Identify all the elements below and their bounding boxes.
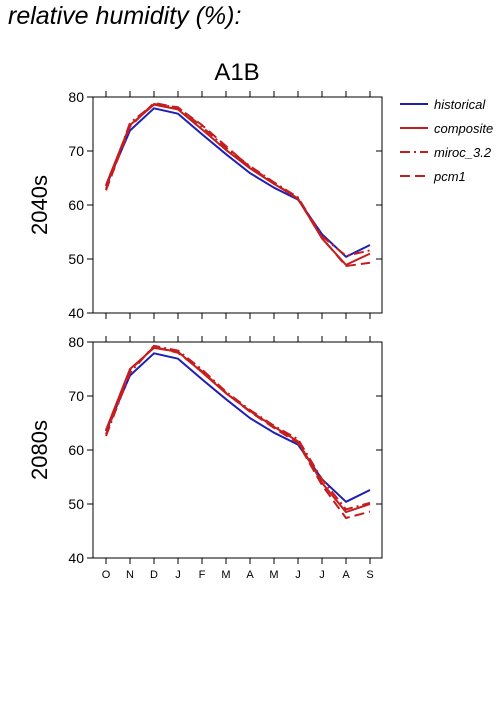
x-tick-label: J bbox=[295, 569, 301, 581]
y-tick-label: 60 bbox=[68, 197, 84, 213]
y-tick-label: 70 bbox=[68, 388, 84, 404]
series-line-pcm1 bbox=[105, 345, 371, 519]
legend: historical composite miroc_3.2 pcm1 bbox=[400, 97, 493, 184]
panel-2080s: 40 50 60 70 80 O N D J F M A M J J A S 2080s bbox=[27, 334, 383, 581]
series-line-miroc_3.2 bbox=[105, 103, 371, 257]
x-tick-label: J bbox=[319, 569, 325, 581]
legend-label-miroc_3.2: miroc_3.2 bbox=[434, 145, 492, 160]
chart-title: A1B bbox=[214, 59, 259, 86]
panel-2040s: 40 50 60 70 80 2040s bbox=[27, 89, 383, 321]
x-tick-label: A bbox=[246, 569, 254, 581]
series-line-historical bbox=[105, 107, 371, 258]
y-tick-label: 50 bbox=[68, 251, 84, 267]
page-title: relative humidity (%): bbox=[8, 2, 242, 30]
y-tick-label: 40 bbox=[68, 550, 84, 566]
y-tick-label: 80 bbox=[68, 334, 84, 350]
legend-label-historical: historical bbox=[434, 97, 486, 112]
plot-frame bbox=[92, 341, 383, 559]
x-tick-label: A bbox=[342, 569, 350, 581]
x-tick-label: D bbox=[150, 569, 158, 581]
plot-frame bbox=[92, 96, 383, 314]
y-tick-label: 80 bbox=[68, 89, 84, 105]
x-tick-label: N bbox=[126, 569, 134, 581]
x-tick-label: O bbox=[102, 569, 111, 581]
x-tick-label: S bbox=[366, 569, 373, 581]
series-line-pcm1 bbox=[105, 101, 371, 267]
series-line-historical bbox=[105, 352, 371, 503]
x-tick-label: M bbox=[269, 569, 278, 581]
y-tick-label: 40 bbox=[68, 305, 84, 321]
y-tick-label: 70 bbox=[68, 143, 84, 159]
panel-label: 2080s bbox=[27, 420, 52, 480]
x-tick-label: J bbox=[175, 569, 181, 581]
y-tick-label: 50 bbox=[68, 496, 84, 512]
series-line-miroc_3.2 bbox=[105, 344, 371, 511]
y-tick-label: 60 bbox=[68, 442, 84, 458]
x-tick-label: M bbox=[221, 569, 230, 581]
x-tick-label: F bbox=[199, 569, 206, 581]
legend-label-pcm1: pcm1 bbox=[433, 169, 466, 184]
panels: 40 50 60 70 80 2040s 40 50 60 70 80 O N D J F M A M J J A S 208… bbox=[27, 89, 383, 581]
panel-label: 2040s bbox=[27, 175, 52, 235]
legend-label-composite: composite bbox=[434, 121, 493, 136]
